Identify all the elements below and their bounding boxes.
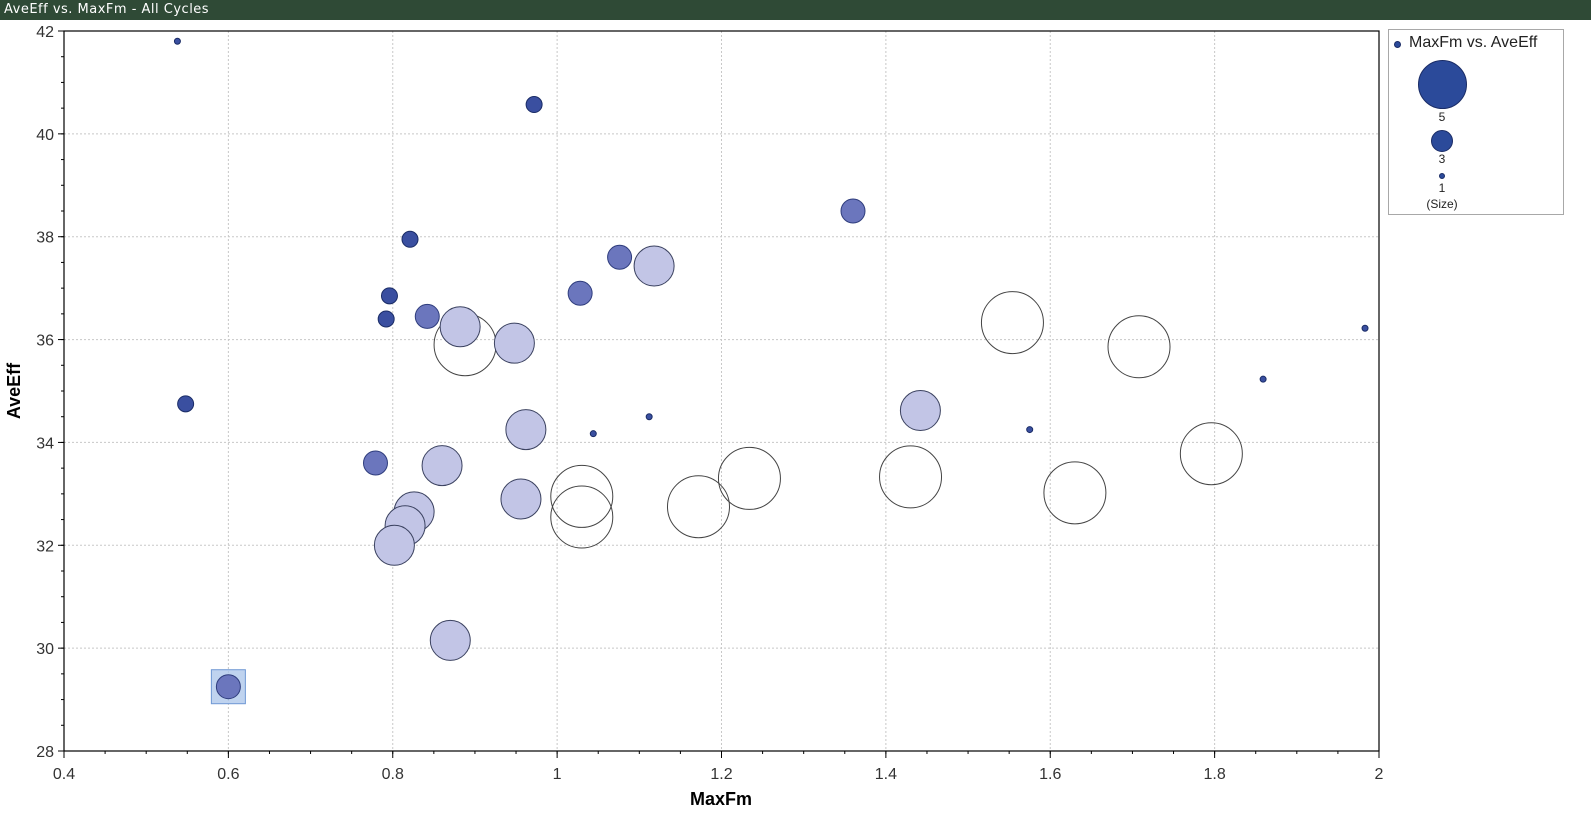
bubble-point[interactable] <box>525 96 543 114</box>
x-tick-label: 2 <box>1375 766 1384 783</box>
x-tick-label: 1.8 <box>1204 766 1226 783</box>
bubble-point[interactable] <box>373 524 415 566</box>
bubble-point[interactable] <box>500 478 542 520</box>
x-tick-label: 0.4 <box>53 766 75 783</box>
bubble-point[interactable] <box>899 390 941 432</box>
y-tick-label: 40 <box>36 127 54 144</box>
bubble-point[interactable] <box>1107 315 1171 379</box>
bubble-point[interactable] <box>633 245 675 287</box>
bubble-point[interactable] <box>377 310 395 328</box>
bubble-point[interactable] <box>421 445 463 487</box>
bubble-point[interactable] <box>666 475 730 539</box>
y-tick-label: 34 <box>36 435 54 452</box>
bubble-point[interactable] <box>414 303 440 329</box>
bubble-point[interactable] <box>589 430 597 438</box>
y-tick-label: 36 <box>36 333 54 350</box>
bubble-point[interactable] <box>980 291 1044 355</box>
bubble-chart: 0.4 0.6 0.8 1 1.2 1.4 1.6 1.8 22830323436384042 … <box>4 24 1384 809</box>
x-tick-label: 0.8 <box>382 766 404 783</box>
bubble-point[interactable] <box>1259 375 1267 383</box>
bubble-point[interactable] <box>177 395 195 413</box>
y-tick-label: 38 <box>36 230 54 247</box>
bubble-point[interactable] <box>717 446 781 510</box>
axis-ticks: 0.4 0.6 0.8 1 1.2 1.4 1.6 1.8 2 28 30 32 34 36 38 40 42 <box>36 24 1383 783</box>
bubble-point[interactable] <box>173 37 181 45</box>
y-axis-title: AveEff <box>4 362 24 419</box>
bubble-point[interactable] <box>1043 461 1107 525</box>
bubble-point[interactable] <box>550 464 614 528</box>
bubble-point[interactable] <box>879 445 943 509</box>
x-tick-label: 1.4 <box>875 766 897 783</box>
bubble-point[interactable] <box>1361 324 1369 332</box>
legend-series-label: MaxFm vs. AveEff <box>1409 34 1538 51</box>
bubble-point[interactable] <box>645 413 653 421</box>
y-tick-label: 30 <box>36 641 54 658</box>
x-tick-label: 1.2 <box>710 766 732 783</box>
legend-size-1-marker <box>1439 173 1445 179</box>
y-tick-label: 32 <box>36 538 54 555</box>
bubble-point[interactable] <box>429 619 471 661</box>
legend-size-caption: (Size) <box>1426 197 1458 211</box>
legend-size-3-label: 3 <box>1438 152 1446 166</box>
legend-size-5-marker <box>1418 60 1467 109</box>
legend-size-1-label: 1 <box>1438 181 1446 195</box>
bubble-point[interactable] <box>1179 422 1243 486</box>
bubble-point[interactable] <box>439 306 481 348</box>
bubble-point[interactable] <box>840 198 866 224</box>
bubble-point[interactable] <box>567 280 593 306</box>
bubble-series[interactable] <box>173 37 1369 705</box>
x-tick-label: 1 <box>553 766 562 783</box>
x-tick-label: 0.6 <box>217 766 239 783</box>
x-tick-label: 1.6 <box>1039 766 1061 783</box>
legend: MaxFm vs. AveEff 5 3 1 (Size) <box>1388 29 1564 215</box>
bubble-point[interactable] <box>215 674 241 700</box>
bubble-point[interactable] <box>401 230 419 248</box>
bubble-point[interactable] <box>1026 426 1034 434</box>
y-tick-label: 28 <box>36 744 54 761</box>
bubble-point[interactable] <box>505 409 547 451</box>
bubble-point[interactable] <box>362 450 388 476</box>
legend-series-marker <box>1394 41 1401 48</box>
x-axis-title: MaxFm <box>690 789 752 809</box>
bubble-point[interactable] <box>550 485 614 549</box>
bubble-point[interactable] <box>493 322 535 364</box>
y-tick-label: 42 <box>36 24 54 41</box>
legend-size-3-marker <box>1431 130 1453 152</box>
legend-size-5-label: 5 <box>1438 110 1446 124</box>
bubble-point[interactable] <box>607 244 633 270</box>
bubble-point[interactable] <box>380 287 398 305</box>
window-title: AveEff vs. MaxFm - All Cycles <box>0 0 1591 20</box>
grid-lines <box>64 31 1379 751</box>
